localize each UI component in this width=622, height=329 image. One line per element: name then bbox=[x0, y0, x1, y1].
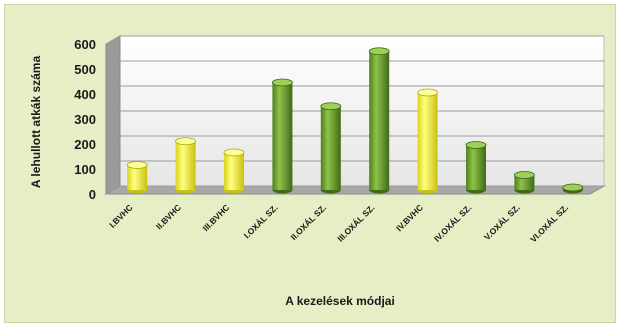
bar-top bbox=[562, 183, 584, 192]
bar bbox=[369, 51, 390, 190]
bar bbox=[466, 145, 486, 190]
x-tick-label: II.OXÁL SZ. bbox=[289, 202, 329, 242]
bar-top bbox=[368, 47, 390, 56]
x-tick-label: I.OXÁL SZ. bbox=[242, 202, 280, 240]
bar bbox=[175, 141, 196, 190]
y-tick-label: 600 bbox=[74, 37, 96, 52]
gridline-side bbox=[105, 110, 121, 120]
bar bbox=[417, 92, 438, 190]
x-tick-label: III.OXÁL SZ. bbox=[335, 202, 376, 243]
bar-top bbox=[126, 161, 148, 169]
bar bbox=[272, 82, 293, 190]
gridline-side bbox=[105, 185, 121, 195]
x-axis-title: A kezelések módjai bbox=[285, 294, 395, 308]
y-tick-label: 500 bbox=[74, 62, 96, 77]
x-tick-label: II.BVHC bbox=[154, 202, 183, 231]
x-tick-label: V.OXÁL SZ. bbox=[482, 202, 522, 242]
bar bbox=[224, 152, 244, 190]
x-tick-label: IV.OXÁL SZ. bbox=[432, 202, 473, 243]
y-tick-label: 0 bbox=[89, 187, 96, 202]
y-axis-title: A lehullott atkák száma bbox=[29, 56, 43, 189]
bar bbox=[127, 165, 148, 190]
bar-top bbox=[417, 88, 439, 97]
bar-top bbox=[223, 148, 245, 157]
x-tick-label: III.BVHC bbox=[201, 202, 232, 233]
bar-top bbox=[465, 141, 487, 149]
gridline-side bbox=[105, 160, 121, 170]
bar-top bbox=[514, 171, 535, 179]
y-tick-label: 200 bbox=[74, 137, 96, 152]
bar bbox=[514, 175, 535, 190]
gridline-side bbox=[105, 135, 121, 145]
bar bbox=[320, 106, 341, 190]
x-tick-label: IV.BVHC bbox=[394, 202, 425, 233]
gridline-side bbox=[105, 60, 121, 70]
y-tick-label: 300 bbox=[74, 112, 96, 127]
x-tick-label: I.BVHC bbox=[107, 202, 134, 229]
bar-top bbox=[175, 137, 197, 146]
bar-top bbox=[320, 102, 342, 111]
bar-top bbox=[271, 78, 293, 87]
gridline-side bbox=[105, 85, 121, 95]
y-tick-label: 400 bbox=[74, 87, 96, 102]
x-tick-label: VI.OXÁL SZ. bbox=[528, 202, 570, 244]
y-tick-label: 100 bbox=[74, 162, 96, 177]
gridline-side bbox=[105, 35, 121, 45]
